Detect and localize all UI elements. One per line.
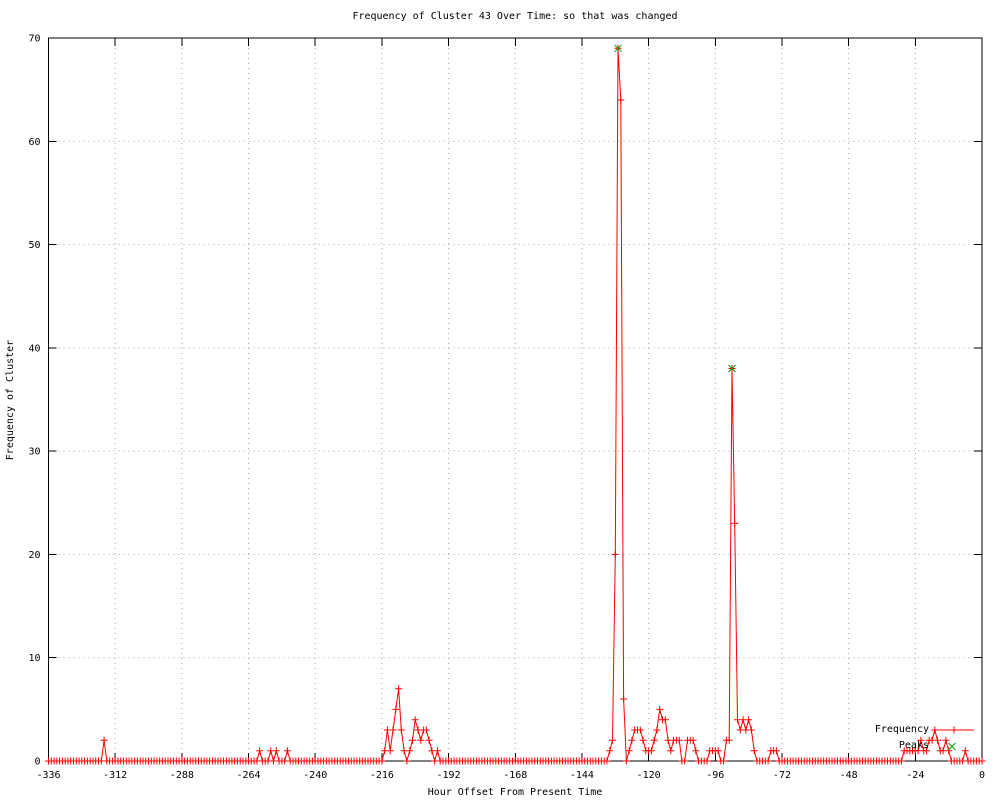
legend-peaks-sample (948, 742, 956, 751)
frequency-markers (45, 44, 986, 765)
grid-lines (48, 38, 982, 761)
legend-frequency-sample (934, 726, 974, 734)
y-tick-label: 50 (28, 240, 40, 251)
peaks-markers (614, 44, 736, 373)
x-tick-label: -264 (236, 770, 260, 781)
x-tick-label: -288 (170, 770, 194, 781)
x-tick-label: 0 (979, 770, 985, 781)
legend-label-frequency: Frequency (874, 724, 929, 735)
x-tick-label: -72 (773, 770, 791, 781)
y-tick-label: 60 (28, 137, 40, 148)
plot-border (48, 37, 983, 762)
x-axis-label: Hour Offset From Present Time (427, 787, 603, 798)
y-tick-label: 20 (28, 550, 40, 561)
x-tick-label: -144 (570, 770, 594, 781)
x-tick-label: -120 (637, 770, 661, 781)
x-tick-label: -192 (437, 770, 461, 781)
legend-label-peaks: Peaks (898, 740, 929, 751)
chart-title: Frequency of Cluster 43 Over Time: so th… (352, 11, 678, 22)
x-tick-label: -312 (103, 770, 127, 781)
x-tick-label: -96 (706, 770, 724, 781)
y-tick-label: 40 (28, 343, 40, 354)
y-tick-label: 0 (34, 757, 40, 768)
x-tick-label: -216 (370, 770, 394, 781)
x-tick-label: -240 (303, 770, 327, 781)
x-tick-label: -336 (36, 770, 60, 781)
frequency-line (48, 48, 982, 763)
x-tick-label: -168 (503, 770, 527, 781)
axis-ticks (48, 37, 983, 762)
y-tick-label: 30 (28, 447, 40, 458)
x-tick-label: -48 (840, 770, 858, 781)
x-tick-label: -24 (906, 770, 924, 781)
y-tick-label: 70 (28, 34, 40, 45)
y-axis-label: Frequency of Cluster (5, 339, 16, 461)
y-tick-label: 10 (28, 653, 40, 664)
